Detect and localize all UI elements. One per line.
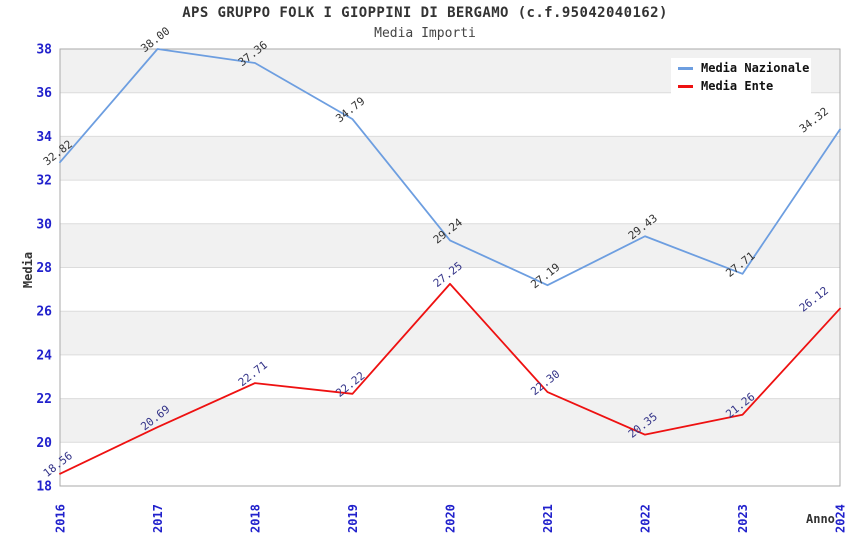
plot-band [60, 136, 840, 181]
plot-band [60, 311, 840, 355]
y-tick-label: 34 [36, 130, 52, 145]
plot-band [60, 223, 840, 268]
chart-subtitle: Media Importi [374, 26, 476, 41]
legend-line-sample-ente [678, 84, 693, 88]
series-line-media-ente [59, 282, 841, 475]
y-tick-label: 30 [36, 217, 52, 232]
legend-line-sample-nazionale [678, 66, 693, 70]
x-axis-title: Anno [806, 512, 835, 526]
chart-title: APS GRUPPO FOLK I GIOPPINI DI BERGAMO (c… [182, 5, 668, 21]
plot-border [59, 48, 841, 487]
plot-band [60, 267, 840, 312]
x-tick-label: 2018 [249, 504, 263, 533]
y-tick-label: 20 [36, 436, 52, 451]
y-tick-label: 22 [36, 392, 52, 407]
legend-label-nazionale: Media Nazionale [701, 61, 810, 75]
y-axis-title: Media [21, 251, 35, 289]
x-tick-label: 2020 [444, 504, 458, 533]
y-tick-label: 24 [36, 348, 52, 363]
legend-item-media-nazionale: Media Nazionale [678, 62, 811, 74]
plot-band [60, 180, 840, 224]
y-tick-label: 36 [36, 86, 52, 101]
y-tick-label: 32 [36, 174, 52, 189]
plot-band [60, 354, 840, 399]
plot-band [60, 398, 840, 443]
x-tick-label: 2024 [834, 504, 848, 533]
plot-band [60, 442, 840, 486]
plot-band [60, 92, 840, 137]
x-tick-label: 2021 [541, 504, 555, 533]
x-tick-label: 2016 [54, 504, 68, 533]
legend: Media Nazionale Media Ente [671, 58, 811, 96]
x-tick-label: 2017 [151, 504, 165, 533]
y-tick-label: 26 [36, 305, 52, 320]
series-line-media-nazionale [59, 48, 841, 287]
y-tick-label: 18 [36, 480, 52, 495]
x-tick-label: 2022 [639, 504, 653, 533]
x-tick-label: 2019 [346, 504, 360, 533]
legend-item-media-ente: Media Ente [678, 80, 811, 92]
y-tick-label: 38 [36, 43, 52, 58]
x-tick-label: 2023 [736, 504, 750, 533]
legend-label-ente: Media Ente [701, 79, 774, 93]
y-tick-label: 28 [36, 261, 52, 276]
